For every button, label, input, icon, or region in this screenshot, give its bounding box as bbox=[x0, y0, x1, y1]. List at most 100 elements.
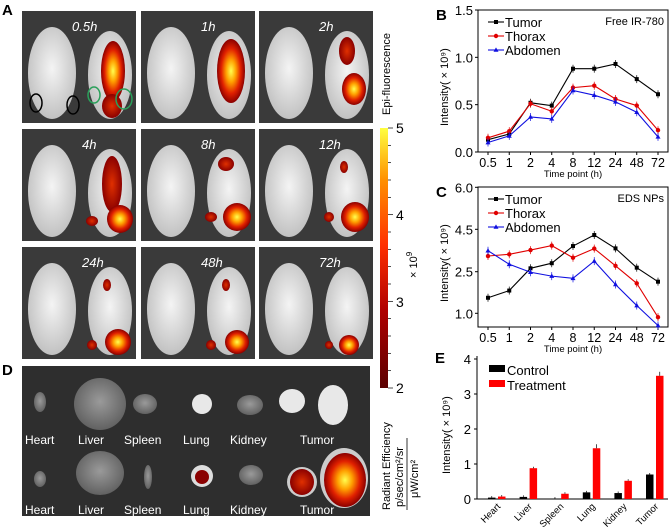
colorbar-title: Epi-fluorescence bbox=[381, 33, 393, 115]
data-point bbox=[655, 314, 661, 320]
x-tick-label: 48 bbox=[630, 331, 644, 345]
x-tick-label: 0.5 bbox=[479, 331, 496, 345]
legend-label: Thorax bbox=[505, 206, 546, 221]
data-point bbox=[494, 20, 498, 24]
fluorescence-signal bbox=[205, 212, 217, 222]
fluorescence-signal bbox=[102, 94, 122, 118]
data-point bbox=[634, 265, 639, 270]
fluorescence-signal bbox=[107, 205, 133, 233]
fluorescence-signal bbox=[325, 341, 333, 349]
colorbar-ticks: 5 4 3 2 bbox=[388, 120, 404, 396]
data-point bbox=[634, 109, 640, 115]
x-tick-label: 72 bbox=[651, 331, 665, 345]
time-label: 48h bbox=[201, 255, 223, 270]
x-tick-label: 1 bbox=[506, 331, 513, 345]
fluorescence-signal bbox=[195, 470, 209, 484]
organ bbox=[34, 471, 46, 487]
y-tick-label: 1.0 bbox=[455, 50, 473, 65]
y-tick-label: 3 bbox=[464, 387, 471, 402]
x-tick-label: Heart bbox=[479, 501, 503, 525]
bar-treatment bbox=[624, 480, 632, 499]
fluorescence-signal bbox=[217, 39, 245, 103]
x-tick-label: 8 bbox=[570, 156, 577, 170]
y-tick-label: 2 bbox=[464, 422, 471, 437]
data-point bbox=[528, 114, 533, 119]
data-point bbox=[592, 66, 597, 71]
x-tick-label: 2 bbox=[527, 156, 534, 170]
time-label: 8h bbox=[201, 137, 215, 152]
treated-mouse bbox=[325, 267, 369, 355]
organ bbox=[76, 451, 124, 495]
organ bbox=[279, 389, 305, 413]
series-thorax: Thorax bbox=[485, 29, 661, 142]
data-point bbox=[592, 83, 597, 88]
data-point bbox=[507, 252, 512, 257]
x-tick-label: 4 bbox=[548, 331, 555, 345]
data-point bbox=[507, 288, 512, 293]
colorbar-unit-line3: μW/cm² bbox=[409, 460, 421, 498]
series-thorax: Thorax bbox=[485, 206, 661, 322]
data-point bbox=[485, 135, 491, 140]
x-tick-label: 48 bbox=[630, 156, 644, 170]
organ-label: Lung bbox=[183, 433, 210, 447]
y-tick-label: 6.0 bbox=[455, 180, 473, 195]
legend-label: Tumor bbox=[505, 15, 543, 30]
fluorescence-signal bbox=[103, 279, 111, 291]
data-point bbox=[485, 139, 491, 145]
organ bbox=[237, 395, 263, 415]
data-point bbox=[656, 92, 660, 97]
time-label: 1h bbox=[201, 19, 215, 34]
fluorescence-signal bbox=[339, 335, 359, 355]
x-tick-label: 0.5 bbox=[479, 156, 496, 170]
mouse-image-cell: 24h bbox=[22, 247, 136, 359]
x-tick-label: 4 bbox=[548, 156, 555, 170]
x-tick-label: Tumor bbox=[634, 501, 661, 528]
mouse-image-cell: 48h bbox=[141, 247, 255, 359]
panel-d-organ-images: Heart Liver Spleen Lung Kidney Tumor Heart Live… bbox=[22, 366, 370, 517]
bar-control bbox=[519, 496, 528, 499]
organ bbox=[239, 465, 263, 485]
bar-treatment bbox=[561, 493, 569, 499]
mouse-image-cell: 12h bbox=[259, 129, 373, 241]
roi-circle bbox=[66, 95, 80, 115]
organ-label: Spleen bbox=[124, 503, 161, 517]
organ-label: Liver bbox=[78, 503, 104, 517]
control-mouse bbox=[147, 27, 195, 119]
data-point bbox=[549, 243, 554, 248]
bar-treatment bbox=[498, 496, 506, 499]
data-point bbox=[613, 61, 618, 66]
colorbar-unit-line1: Radiant Efficiency bbox=[381, 422, 393, 510]
fluorescence-signal bbox=[101, 41, 125, 101]
organ-label: Lung bbox=[183, 503, 210, 517]
x-tick-label: 8 bbox=[570, 331, 577, 345]
chart-e: E 0 1 2 3 4 Intensity( × 10⁹) Heart Liver Spleen L… bbox=[435, 350, 668, 530]
data-point bbox=[493, 210, 499, 216]
organ-label: Heart bbox=[25, 433, 55, 447]
control-mouse bbox=[265, 27, 313, 119]
fluorescence-signal bbox=[87, 340, 97, 350]
y-tick-label: 1.5 bbox=[455, 3, 473, 18]
data-point bbox=[528, 269, 533, 275]
time-label: 12h bbox=[319, 137, 341, 152]
panel-letter: C bbox=[436, 184, 447, 201]
panel-a-mouse-images: 0.5h 1h 2h 4h 8h 12h 24h 48h 72h bbox=[22, 11, 373, 359]
organ-label: Liver bbox=[78, 433, 104, 447]
fluorescence-signal bbox=[218, 157, 234, 171]
data-point bbox=[656, 279, 660, 284]
data-point bbox=[570, 275, 576, 281]
series-line bbox=[487, 63, 659, 141]
organ-label: Heart bbox=[25, 503, 55, 517]
colorbar-tick-label: 5 bbox=[396, 120, 404, 136]
data-point bbox=[549, 103, 554, 108]
x-tick-label: Lung bbox=[575, 501, 598, 524]
organ-label: Tumor bbox=[300, 503, 334, 517]
y-axis-label: Intensity( × 10⁹) bbox=[439, 224, 451, 302]
data-point bbox=[591, 92, 597, 97]
fluorescence-signal bbox=[105, 329, 131, 355]
fluorescence-signal bbox=[341, 202, 369, 232]
x-tick-label: 72 bbox=[651, 156, 665, 170]
y-axis-label: Intensity( × 10⁹) bbox=[441, 396, 453, 474]
x-tick-label: 12 bbox=[587, 156, 601, 170]
